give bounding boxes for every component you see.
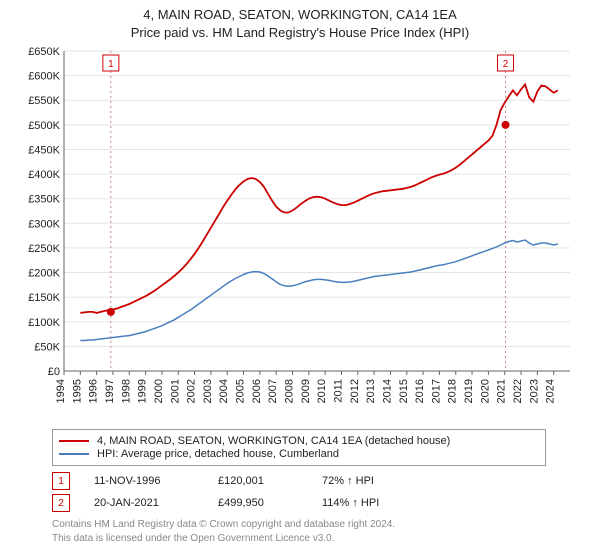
transaction-badge: 1 — [52, 472, 70, 490]
svg-text:£650K: £650K — [28, 46, 60, 58]
svg-text:£300K: £300K — [28, 218, 60, 230]
chart-title: 4, MAIN ROAD, SEATON, WORKINGTON, CA14 1… — [0, 0, 600, 41]
svg-text:2014: 2014 — [381, 379, 393, 403]
transaction-row: 2 20-JAN-2021 £499,950 114% ↑ HPI — [52, 494, 552, 512]
svg-text:2003: 2003 — [202, 379, 214, 403]
svg-text:2004: 2004 — [218, 379, 230, 403]
legend-row-2: HPI: Average price, detached house, Cumb… — [59, 448, 539, 460]
transaction-pct: 72% ↑ HPI — [322, 475, 402, 487]
svg-text:£250K: £250K — [28, 243, 60, 255]
svg-text:2007: 2007 — [267, 379, 279, 403]
transaction-badge: 2 — [52, 494, 70, 512]
svg-text:2: 2 — [503, 59, 509, 70]
svg-text:2002: 2002 — [186, 379, 198, 403]
svg-text:2001: 2001 — [169, 379, 181, 403]
chart-area: £0 £50K £100K £150K £200K £250K £300K £350K £400… — [20, 43, 580, 423]
footnote: Contains HM Land Registry data © Crown c… — [52, 518, 580, 545]
legend-label-2: HPI: Average price, detached house, Cumb… — [97, 448, 339, 460]
svg-text:2022: 2022 — [512, 379, 524, 403]
svg-text:£50K: £50K — [34, 341, 60, 353]
svg-text:1998: 1998 — [120, 379, 132, 403]
svg-text:£450K: £450K — [28, 145, 60, 157]
svg-text:£400K: £400K — [28, 169, 60, 181]
svg-text:2017: 2017 — [430, 379, 442, 403]
legend-row-1: 4, MAIN ROAD, SEATON, WORKINGTON, CA14 1… — [59, 435, 539, 447]
transactions-table: 1 11-NOV-1996 £120,001 72% ↑ HPI 2 20-JA… — [52, 472, 552, 512]
svg-text:2011: 2011 — [332, 379, 344, 403]
svg-text:1997: 1997 — [104, 379, 116, 403]
svg-text:£500K: £500K — [28, 120, 60, 132]
svg-text:1995: 1995 — [71, 379, 83, 403]
footnote-line2: This data is licensed under the Open Gov… — [52, 532, 580, 546]
svg-text:2000: 2000 — [153, 379, 165, 403]
transaction-price: £120,001 — [218, 475, 298, 487]
title-line1: 4, MAIN ROAD, SEATON, WORKINGTON, CA14 1… — [0, 6, 600, 24]
svg-text:2021: 2021 — [496, 379, 508, 403]
svg-text:£350K: £350K — [28, 194, 60, 206]
legend: 4, MAIN ROAD, SEATON, WORKINGTON, CA14 1… — [52, 429, 546, 466]
line-chart: £0 £50K £100K £150K £200K £250K £300K £350K £400… — [20, 43, 580, 423]
transaction-date: 20-JAN-2021 — [94, 497, 194, 509]
svg-text:1996: 1996 — [88, 379, 100, 403]
svg-text:2024: 2024 — [545, 379, 557, 403]
svg-text:2019: 2019 — [463, 379, 475, 403]
svg-text:£200K: £200K — [28, 268, 60, 280]
svg-text:2016: 2016 — [414, 379, 426, 403]
footnote-line1: Contains HM Land Registry data © Crown c… — [52, 518, 580, 532]
svg-text:£550K: £550K — [28, 95, 60, 107]
svg-text:2013: 2013 — [365, 379, 377, 403]
legend-label-1: 4, MAIN ROAD, SEATON, WORKINGTON, CA14 1… — [97, 435, 450, 447]
svg-text:2005: 2005 — [235, 379, 247, 403]
svg-text:2023: 2023 — [528, 379, 540, 403]
svg-text:£100K: £100K — [28, 317, 60, 329]
svg-text:£0: £0 — [48, 366, 60, 378]
svg-text:2006: 2006 — [251, 379, 263, 403]
svg-text:2015: 2015 — [398, 379, 410, 403]
svg-text:2010: 2010 — [316, 379, 328, 403]
svg-text:£600K: £600K — [28, 71, 60, 83]
legend-swatch-2 — [59, 453, 89, 455]
svg-text:1: 1 — [108, 59, 114, 70]
svg-text:£150K: £150K — [28, 292, 60, 304]
svg-text:1999: 1999 — [137, 379, 149, 403]
transaction-date: 11-NOV-1996 — [94, 475, 194, 487]
legend-swatch-1 — [59, 440, 89, 442]
title-line2: Price paid vs. HM Land Registry's House … — [0, 24, 600, 42]
svg-text:2012: 2012 — [349, 379, 361, 403]
svg-text:2008: 2008 — [284, 379, 296, 403]
transaction-price: £499,950 — [218, 497, 298, 509]
svg-text:2020: 2020 — [479, 379, 491, 403]
svg-text:2018: 2018 — [447, 379, 459, 403]
transaction-pct: 114% ↑ HPI — [322, 497, 402, 509]
transaction-row: 1 11-NOV-1996 £120,001 72% ↑ HPI — [52, 472, 552, 490]
svg-text:2009: 2009 — [300, 379, 312, 403]
svg-text:1994: 1994 — [55, 379, 67, 403]
